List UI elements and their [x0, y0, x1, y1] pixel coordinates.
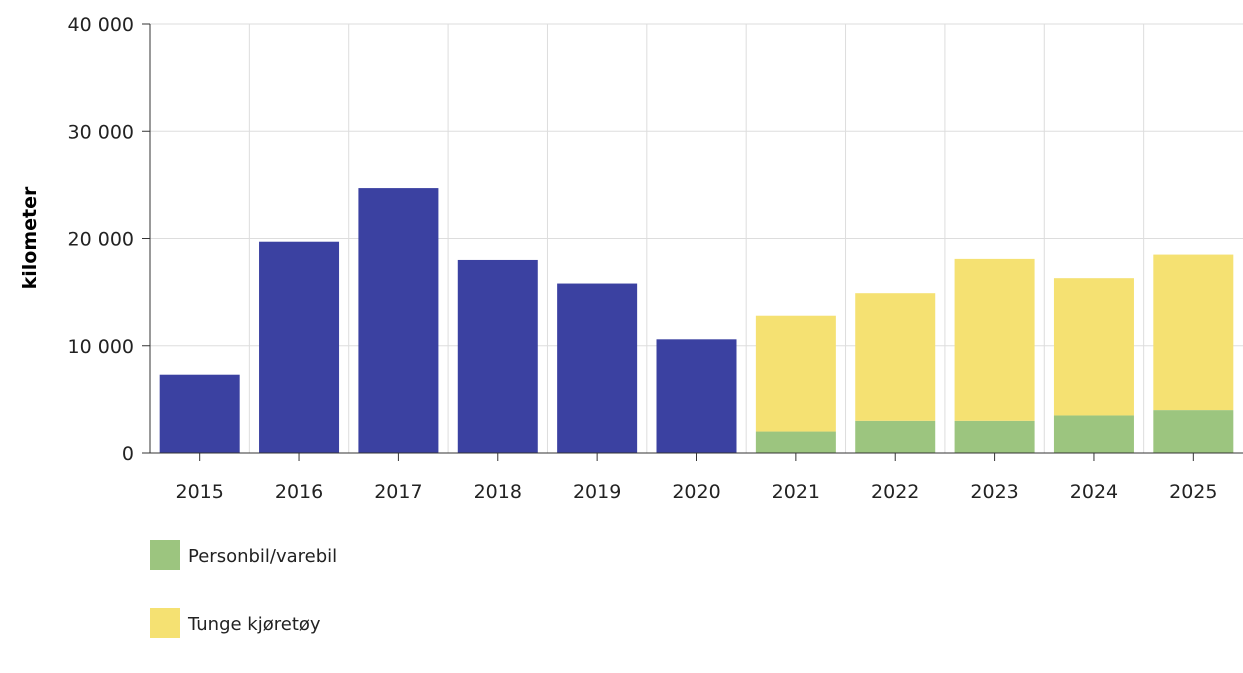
y-tick-label: 30 000 — [68, 121, 134, 143]
y-tick-label: 0 — [122, 443, 134, 465]
bar-2022-series-1 — [855, 293, 936, 421]
bar-2025-series-1 — [1153, 254, 1234, 411]
x-tick-label: 2024 — [1070, 481, 1118, 503]
x-tick-label: 2017 — [374, 481, 422, 503]
legend-swatch — [150, 608, 180, 638]
legend-swatch — [150, 540, 180, 570]
bar-2020-series-2 — [656, 339, 737, 453]
bar-2022-series-0 — [855, 420, 936, 453]
bar-2024-series-0 — [1053, 415, 1134, 453]
bar-2016-series-2 — [259, 241, 340, 453]
y-axis-title: kilometer — [19, 186, 41, 289]
x-tick-label: 2016 — [275, 481, 323, 503]
x-tick-label: 2020 — [672, 481, 720, 503]
legend-label: Tunge kjøretøy — [187, 614, 321, 635]
bars — [159, 188, 1234, 453]
axes: 0 10 000 20 000 30 000 40 000 2015 2016 2017 201… — [68, 14, 1243, 503]
grid — [150, 23, 1243, 453]
x-tick-label: 2021 — [772, 481, 820, 503]
bar-2018-series-2 — [457, 259, 538, 453]
bar-2015-series-2 — [159, 374, 240, 453]
bar-2021-series-1 — [755, 315, 836, 432]
x-tick-label: 2018 — [474, 481, 522, 503]
x-tick-label: 2025 — [1169, 481, 1217, 503]
bar-2023-series-1 — [954, 258, 1035, 421]
x-tick-label: 2022 — [871, 481, 919, 503]
bar-2024-series-1 — [1053, 278, 1134, 416]
bar-2021-series-0 — [755, 431, 836, 453]
x-tick-label: 2015 — [176, 481, 224, 503]
y-tick-label: 10 000 — [68, 336, 134, 358]
legend-label: Personbil/varebil — [188, 546, 337, 567]
x-tick-label: 2019 — [573, 481, 621, 503]
bar-2019-series-2 — [557, 283, 638, 453]
x-tick-label: 2023 — [970, 481, 1018, 503]
bar-2023-series-0 — [954, 420, 1035, 453]
y-tick-label: 20 000 — [68, 229, 134, 251]
bar-2017-series-2 — [358, 188, 439, 453]
bar-2025-series-0 — [1153, 410, 1234, 453]
y-tick-label: 40 000 — [68, 14, 134, 36]
